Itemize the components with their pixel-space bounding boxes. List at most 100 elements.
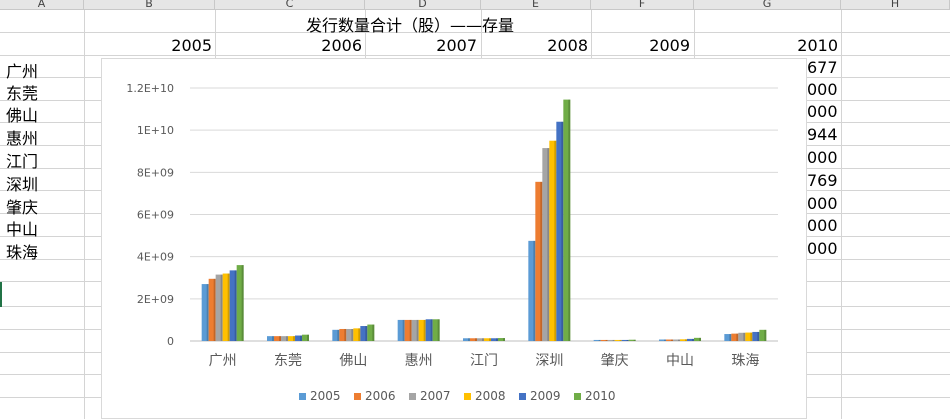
bar-2005-8[interactable]	[724, 334, 732, 341]
bar-2010-7[interactable]	[694, 337, 701, 341]
bar-2005-1[interactable]	[267, 336, 274, 341]
bar-2009-1[interactable]	[295, 335, 302, 341]
bar-2009-3[interactable]	[425, 319, 433, 341]
bar-2010-1[interactable]	[302, 334, 309, 341]
y-axis-tick-labels: 0 2E+09 4E+09 6E+09 8E+09 1E+10 1.2E+10	[126, 82, 174, 348]
bar-2007-2[interactable]	[346, 328, 354, 341]
column-header-h[interactable]: H	[841, 0, 950, 9]
year-header-2007[interactable]: 2007	[436, 36, 477, 55]
bar-2010-6[interactable]	[628, 339, 636, 341]
sheet-title[interactable]: 发行数量合计（股）——存量	[306, 16, 515, 35]
bar-2008-5[interactable]	[549, 140, 557, 341]
bar-2009-6[interactable]	[621, 339, 629, 341]
bar-2009-0[interactable]	[229, 270, 237, 341]
bar-2005-4[interactable]	[463, 338, 470, 341]
bar-2009-8[interactable]	[752, 331, 760, 341]
bar-2006-1[interactable]	[274, 336, 281, 341]
column-header-e[interactable]: E	[481, 0, 591, 9]
cell-2010-foshan[interactable]: 000	[807, 102, 838, 121]
bar-2006-0[interactable]	[208, 278, 216, 341]
cell-2010-shenzhen[interactable]: 769	[807, 171, 838, 190]
legend-label-2010[interactable]: 2010	[585, 389, 616, 403]
bar-2007-6[interactable]	[607, 339, 615, 341]
row-label-zhongshan[interactable]: 中山	[6, 220, 39, 239]
bar-2006-8[interactable]	[731, 333, 739, 341]
bar-2005-2[interactable]	[332, 329, 340, 341]
bar-2007-5[interactable]	[542, 148, 550, 341]
chart-legend[interactable]: 2005 2006 2007 2008 2009 2010	[299, 389, 616, 403]
bar-2005-5[interactable]	[528, 240, 536, 341]
year-header-2009[interactable]: 2009	[649, 36, 690, 55]
row-label-foshan[interactable]: 佛山	[6, 106, 39, 125]
cell-2010-zhuhai[interactable]: 000	[807, 239, 838, 258]
row-label-zhuhai[interactable]: 珠海	[6, 243, 39, 262]
bar-2008-7[interactable]	[680, 339, 687, 341]
bar-2008-3[interactable]	[418, 319, 426, 341]
legend-label-2007[interactable]: 2007	[420, 389, 451, 403]
legend-label-2009[interactable]: 2009	[530, 389, 561, 403]
bar-2006-7[interactable]	[666, 339, 673, 341]
bar-2008-8[interactable]	[745, 332, 753, 341]
column-header-c[interactable]: C	[215, 0, 365, 9]
bar-2008-0[interactable]	[222, 273, 230, 341]
cell-2010-jiangmen[interactable]: 000	[807, 148, 838, 167]
embedded-chart[interactable]: 0 2E+09 4E+09 6E+09 8E+09 1E+10 1.2E+10 广州 东莞 佛山…	[101, 58, 807, 419]
bar-2010-2[interactable]	[367, 324, 375, 341]
legend-label-2008[interactable]: 2008	[475, 389, 506, 403]
bar-shade	[241, 265, 244, 341]
year-header-2006[interactable]: 2006	[321, 36, 362, 55]
bar-2010-3[interactable]	[432, 319, 440, 341]
bar-2010-4[interactable]	[498, 338, 505, 341]
legend-label-2006[interactable]: 2006	[365, 389, 396, 403]
cell-2010-zhaoqing[interactable]: 000	[807, 194, 838, 213]
bar-2009-2[interactable]	[360, 326, 368, 341]
bar-2007-1[interactable]	[281, 336, 288, 341]
bar-2005-0[interactable]	[201, 284, 209, 341]
cell-2010-huizhou[interactable]: 944	[807, 125, 838, 144]
year-header-2010[interactable]: 2010	[797, 36, 838, 55]
row-label-huizhou[interactable]: 惠州	[6, 129, 39, 148]
bar-2010-5[interactable]	[563, 99, 571, 342]
bar-2009-5[interactable]	[556, 121, 564, 341]
cell-2010-dongguan[interactable]: 000	[807, 80, 838, 99]
column-header-f[interactable]: F	[591, 0, 694, 9]
row-label-guangzhou[interactable]: 广州	[6, 62, 39, 81]
bar-shade	[300, 335, 302, 341]
bar-2005-7[interactable]	[659, 339, 666, 341]
bar-2007-7[interactable]	[673, 339, 680, 341]
bar-2010-8[interactable]	[759, 329, 767, 341]
legend-label-2005[interactable]: 2005	[310, 389, 341, 403]
bar-2005-3[interactable]	[397, 319, 405, 341]
bar-2007-4[interactable]	[477, 338, 484, 341]
bar-2005-6[interactable]	[593, 339, 601, 341]
bar-2008-1[interactable]	[288, 336, 295, 341]
bar-2008-2[interactable]	[353, 328, 361, 341]
column-header-d[interactable]: D	[365, 0, 481, 9]
row-label-shenzhen[interactable]: 深圳	[6, 175, 39, 194]
year-header-2008[interactable]: 2008	[547, 36, 588, 55]
cell-2010-guangzhou[interactable]: 677	[807, 58, 838, 77]
bar-2006-3[interactable]	[404, 319, 412, 341]
column-header-a[interactable]: A	[0, 0, 84, 9]
row-label-zhaoqing[interactable]: 肇庆	[6, 198, 39, 217]
bar-2008-4[interactable]	[484, 338, 491, 341]
bar-2007-3[interactable]	[411, 319, 419, 341]
chart-gridlines	[190, 87, 778, 342]
bar-2006-2[interactable]	[339, 328, 347, 341]
bar-2010-0[interactable]	[236, 265, 244, 341]
column-header-b[interactable]: B	[84, 0, 215, 9]
year-header-2005[interactable]: 2005	[171, 36, 212, 55]
row-label-dongguan[interactable]: 东莞	[6, 84, 39, 103]
bar-2009-4[interactable]	[491, 338, 498, 341]
bar-2007-8[interactable]	[738, 332, 746, 341]
row-label-jiangmen[interactable]: 江门	[6, 152, 39, 171]
bar-2006-6[interactable]	[600, 339, 608, 341]
bar-2007-0[interactable]	[215, 274, 223, 341]
bar-2008-6[interactable]	[614, 339, 622, 341]
bar-2006-5[interactable]	[535, 181, 543, 341]
cell-2010-zhongshan[interactable]: 000	[807, 216, 838, 235]
bar-2009-7[interactable]	[687, 338, 694, 341]
bar-shade	[633, 339, 636, 341]
bar-2006-4[interactable]	[470, 338, 477, 341]
column-header-g[interactable]: G	[694, 0, 841, 9]
